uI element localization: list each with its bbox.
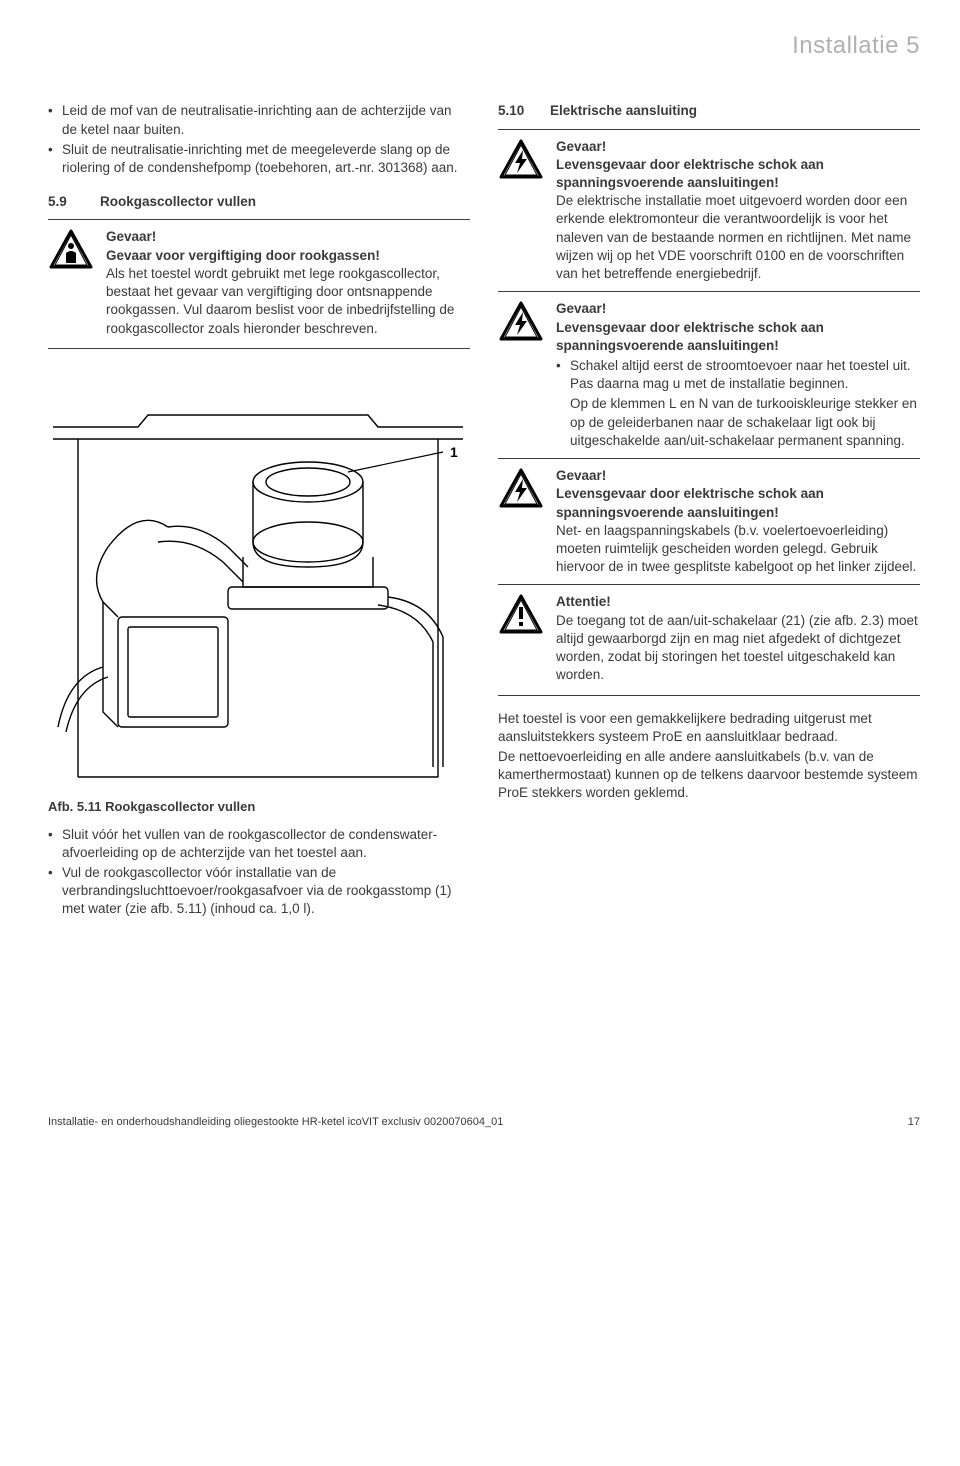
page-header: Installatie 5: [48, 30, 920, 62]
warning-subtitle: Levensgevaar door elektrische schok aan …: [556, 485, 920, 521]
warning-inner-list: Schakel altijd eerst de stroomtoevoer na…: [556, 357, 920, 450]
list-item-text: Vul de rookgascollector vóór installatie…: [62, 865, 451, 916]
list-item: Leid de mof van de neutralisatie-inricht…: [48, 102, 470, 138]
warning-electric-1: Gevaar! Levensgevaar door elektrische sc…: [498, 129, 920, 284]
list-item: Schakel altijd eerst de stroomtoevoer na…: [556, 357, 920, 450]
warning-text: De elektrische installatie moet uitgevoe…: [556, 192, 920, 283]
warning-body: Attentie! De toegang tot de aan/uit-scha…: [556, 593, 920, 684]
section-title: Elektrische aansluiting: [550, 102, 920, 120]
figure-caption: Afb. 5.11 Rookgascollector vullen: [48, 798, 470, 816]
list-item: Vul de rookgascollector vóór installatie…: [48, 864, 470, 919]
warning-subtitle: Gevaar voor vergiftiging door rookgassen…: [106, 247, 470, 265]
section-5-9-header: 5.9 Rookgascollector vullen: [48, 193, 470, 211]
warning-text: Als het toestel wordt gebruikt met lege …: [106, 265, 470, 338]
exclamation-hazard-icon: [498, 593, 544, 635]
bolt-hazard-icon: [498, 467, 544, 509]
list-item-text: Sluit de neutralisatie-inrichting met de…: [62, 142, 458, 175]
two-column-layout: Leid de mof van de neutralisatie-inricht…: [48, 102, 920, 934]
warning-title: Attentie!: [556, 593, 920, 611]
list-item-text: Schakel altijd eerst de stroomtoevoer na…: [570, 358, 911, 391]
bolt-hazard-icon: [498, 138, 544, 180]
section-5-10-header: 5.10 Elektrische aansluiting: [498, 102, 920, 120]
section-number: 5.9: [48, 193, 100, 211]
list-item-text: Leid de mof van de neutralisatie-inricht…: [62, 103, 452, 136]
warning-poison: Gevaar! Gevaar voor vergiftiging door ro…: [48, 219, 470, 348]
left-column: Leid de mof van de neutralisatie-inricht…: [48, 102, 470, 934]
warning-text: De toegang tot de aan/uit-schakelaar (21…: [556, 612, 920, 685]
footer-text: Installatie- en onderhoudshandleiding ol…: [48, 1115, 503, 1130]
figure-illustration: 1: [48, 367, 468, 787]
section-number: 5.10: [498, 102, 550, 120]
person-hazard-icon: [48, 228, 94, 270]
warning-subtitle: Levensgevaar door elektrische schok aan …: [556, 156, 920, 192]
right-column: 5.10 Elektrische aansluiting Gevaar! Lev…: [498, 102, 920, 934]
figure-callout-1: 1: [450, 444, 458, 460]
warning-body: Gevaar! Gevaar voor vergiftiging door ro…: [106, 228, 470, 337]
figure-5-11: 1: [48, 367, 470, 792]
list-item-text: Sluit vóór het vullen van de rookgascoll…: [62, 827, 437, 860]
warning-title: Gevaar!: [106, 228, 470, 246]
intro-bullet-list: Leid de mof van de neutralisatie-inricht…: [48, 102, 470, 177]
warning-title: Gevaar!: [556, 467, 920, 485]
warning-text: Op de klemmen L en N van de turkooiskleu…: [570, 395, 920, 450]
warning-electric-2: Gevaar! Levensgevaar door elektrische sc…: [498, 291, 920, 450]
footer-page-number: 17: [908, 1115, 920, 1130]
warning-title: Gevaar!: [556, 138, 920, 156]
paragraph: De nettoevoerleiding en alle andere aans…: [498, 748, 920, 803]
after-figure-bullet-list: Sluit vóór het vullen van de rookgascoll…: [48, 826, 470, 919]
page-footer: Installatie- en onderhoudshandleiding ol…: [48, 1115, 920, 1130]
list-item: Sluit vóór het vullen van de rookgascoll…: [48, 826, 470, 862]
page-header-title: Installatie 5: [792, 32, 920, 59]
warning-text: Net- en laagspanningskabels (b.v. voeler…: [556, 522, 920, 577]
warning-electric-3: Gevaar! Levensgevaar door elektrische sc…: [498, 458, 920, 576]
warning-body: Gevaar! Levensgevaar door elektrische sc…: [556, 300, 920, 450]
warning-body: Gevaar! Levensgevaar door elektrische sc…: [556, 138, 920, 284]
warning-body: Gevaar! Levensgevaar door elektrische sc…: [556, 467, 920, 576]
list-item: Sluit de neutralisatie-inrichting met de…: [48, 141, 470, 177]
paragraph: Het toestel is voor een gemakkelijkere b…: [498, 710, 920, 746]
warning-subtitle: Levensgevaar door elektrische schok aan …: [556, 319, 920, 355]
warning-attention: Attentie! De toegang tot de aan/uit-scha…: [498, 584, 920, 695]
warning-title: Gevaar!: [556, 300, 920, 318]
section-title: Rookgascollector vullen: [100, 193, 470, 211]
bolt-hazard-icon: [498, 300, 544, 342]
